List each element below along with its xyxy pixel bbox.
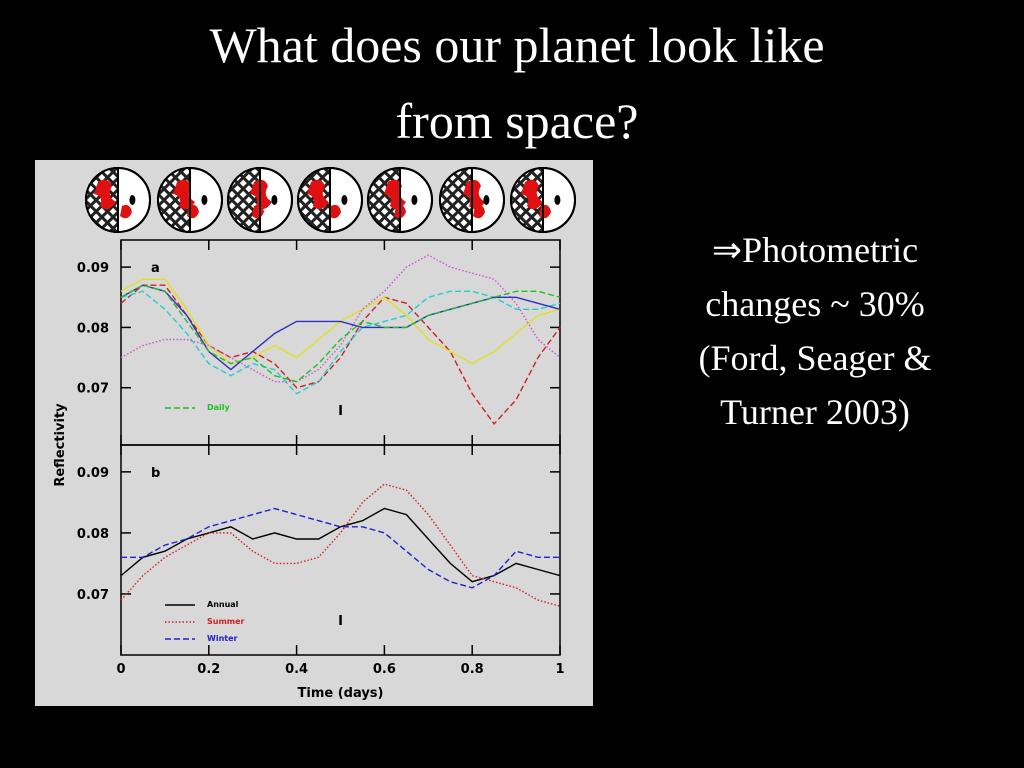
legend-label: Winter: [207, 634, 238, 643]
planet-spot: [341, 195, 348, 205]
x-tick-label: 0.8: [461, 662, 484, 677]
x-tick-label: 0.4: [285, 662, 308, 677]
planet-outline: [85, 167, 151, 233]
y-tick-label: 0.09: [77, 261, 109, 276]
y-tick-label: 0.09: [77, 466, 109, 481]
y-tick-label: 0.08: [77, 527, 109, 542]
annotation: I: [338, 614, 343, 629]
continent: [329, 204, 341, 219]
y-tick-label: 0.08: [77, 321, 109, 336]
continent: [120, 204, 132, 219]
series-line: [121, 507, 560, 589]
y-tick-label: 0.07: [77, 382, 109, 397]
legend-label: Annual: [207, 600, 239, 609]
planet-outline: [297, 167, 363, 233]
series-line: [120, 284, 561, 426]
bullet-line: changes ~ 30%: [705, 284, 924, 324]
series-line: [120, 254, 561, 383]
x-tick-label: 0.2: [197, 662, 220, 677]
planet-outline: [227, 167, 293, 233]
planet-spot: [411, 195, 418, 205]
series-line: [120, 284, 561, 383]
planet-outline: [439, 167, 505, 233]
planet-spot: [129, 195, 136, 205]
bullet-line: ⇒Photometric: [712, 230, 918, 270]
series-line: [120, 290, 561, 395]
bullet-line: (Ford, Seager &: [699, 338, 932, 378]
figure-background: [35, 160, 593, 706]
plot-frame: [120, 444, 561, 656]
planet-spot: [201, 195, 208, 205]
y-axis-label: Reflectivity: [53, 403, 68, 487]
planet-spot: [271, 195, 278, 205]
planet-outline: [367, 167, 433, 233]
continent: [94, 179, 116, 210]
continent: [473, 204, 485, 219]
planet-night: [440, 168, 472, 232]
title-line: What does our planet look like: [209, 17, 824, 73]
legend-label: Summer: [207, 617, 245, 626]
title-line: from space?: [396, 93, 639, 149]
continent: [521, 179, 543, 210]
planet-spot: [483, 195, 490, 205]
bullet-line: Turner 2003): [720, 392, 910, 432]
chart: 0.07 0.08 0.09 a I Reflectivity Daily 0.07 0.08 0…: [53, 239, 565, 701]
continent: [463, 179, 485, 210]
planet-outline: [157, 167, 223, 233]
y-tick-label: 0.07: [77, 588, 109, 603]
continent: [307, 179, 329, 210]
x-tick-label: 0.6: [373, 662, 396, 677]
panel-label: a: [151, 261, 160, 276]
panel-label: b: [151, 466, 160, 481]
x-axis-label: Time (days): [298, 686, 384, 701]
series-line: [120, 507, 561, 583]
x-tick-label: 1: [555, 662, 564, 677]
legend-label: Daily: [207, 403, 231, 412]
planet-spot: [554, 195, 561, 205]
planet-row: [85, 167, 576, 233]
x-tick-label: 0: [116, 662, 125, 677]
annotation: I: [338, 404, 343, 419]
planet-outline: [510, 167, 576, 233]
